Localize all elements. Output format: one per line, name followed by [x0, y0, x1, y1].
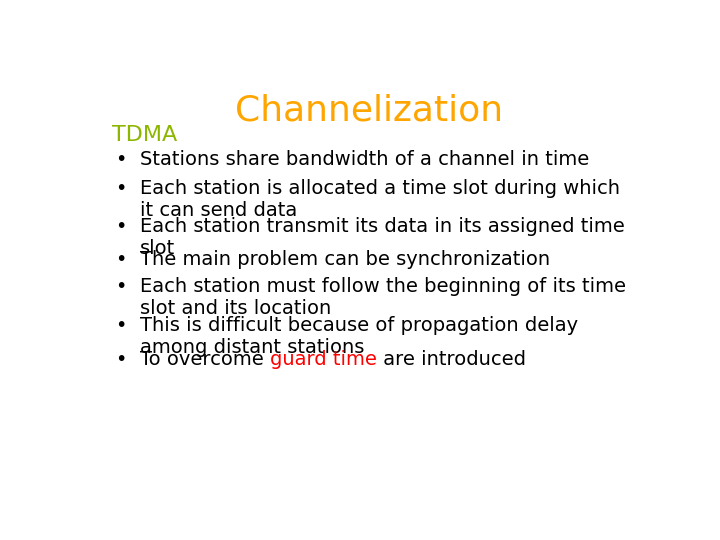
Text: To overcome: To overcome	[140, 349, 270, 369]
Text: Channelization: Channelization	[235, 94, 503, 128]
Text: guard time: guard time	[270, 349, 377, 369]
Text: •: •	[115, 179, 127, 198]
Text: The main problem can be synchronization: The main problem can be synchronization	[140, 250, 550, 269]
Text: •: •	[115, 150, 127, 169]
Text: •: •	[115, 277, 127, 296]
Text: TDMA: TDMA	[112, 125, 178, 145]
Text: Each station must follow the beginning of its time
slot and its location: Each station must follow the beginning o…	[140, 277, 626, 318]
Text: •: •	[115, 316, 127, 335]
Text: are introduced: are introduced	[377, 349, 526, 369]
Text: •: •	[115, 349, 127, 369]
Text: •: •	[115, 217, 127, 235]
Text: Stations share bandwidth of a channel in time: Stations share bandwidth of a channel in…	[140, 150, 590, 169]
Text: Each station is allocated a time slot during which
it can send data: Each station is allocated a time slot du…	[140, 179, 620, 220]
Text: Each station transmit its data in its assigned time
slot: Each station transmit its data in its as…	[140, 217, 625, 258]
Text: This is difficult because of propagation delay
among distant stations: This is difficult because of propagation…	[140, 316, 578, 357]
Text: •: •	[115, 250, 127, 269]
